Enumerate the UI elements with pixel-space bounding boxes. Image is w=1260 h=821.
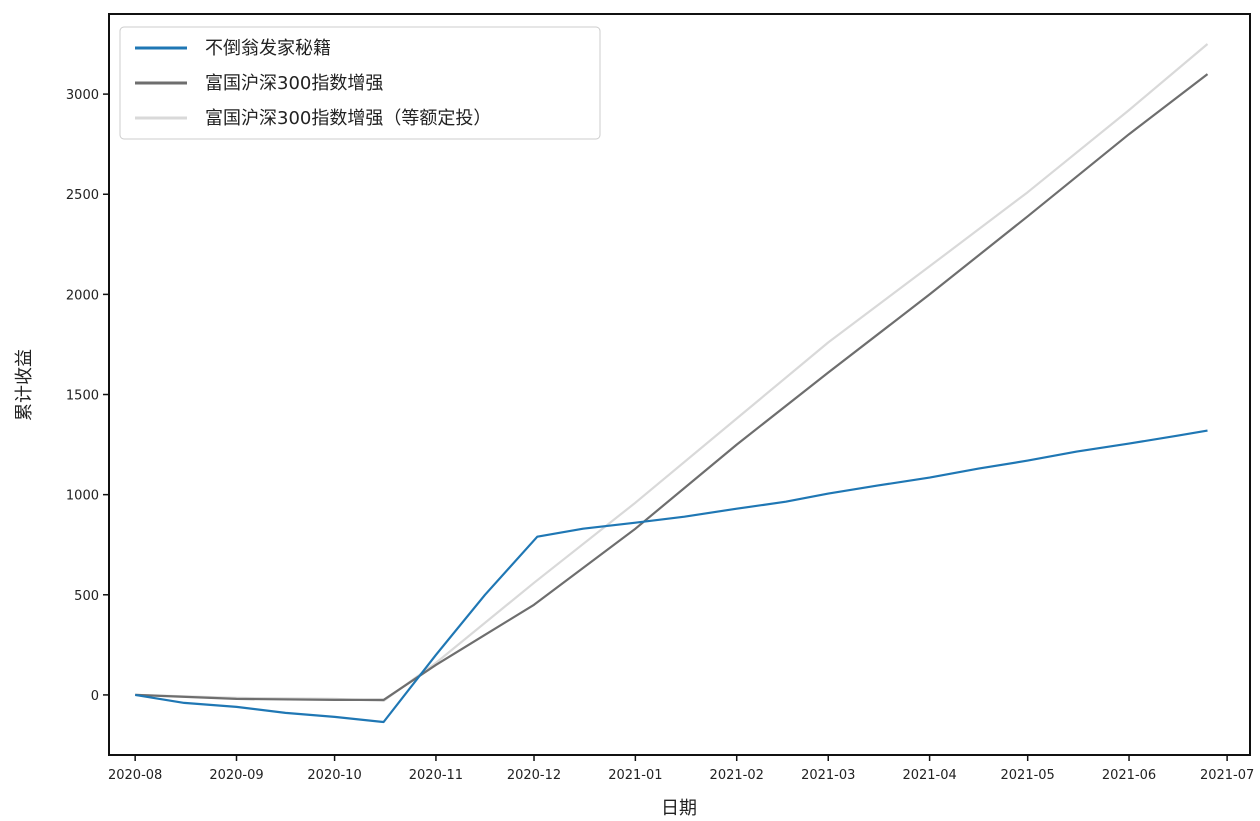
x-tick-label: 2021-07 — [1200, 768, 1254, 783]
x-tick-label: 2021-02 — [710, 768, 764, 783]
x-tick-label: 2021-04 — [902, 768, 956, 783]
x-tick-label: 2021-01 — [608, 768, 662, 783]
legend-label-series-2: 富国沪深300指数增强 — [205, 73, 383, 94]
x-tick-label: 2020-10 — [307, 768, 361, 783]
series-line-1 — [135, 429, 1208, 724]
y-tick-label: 500 — [74, 589, 99, 604]
y-axis-ticks: 0 500 1000 1500 2000 2500 3000 — [66, 88, 109, 704]
series-line-2 — [135, 73, 1209, 702]
series-line-3 — [135, 43, 1209, 703]
y-tick-label: 3000 — [66, 88, 99, 103]
y-tick-label: 2000 — [66, 288, 99, 303]
x-tick-label: 2021-05 — [1001, 768, 1055, 783]
y-axis-label: 累计收益 — [14, 349, 35, 421]
legend-label-series-3: 富国沪深300指数增强（等额定投） — [205, 108, 491, 129]
x-tick-label: 2020-09 — [209, 768, 263, 783]
legend: 不倒翁发家秘籍 富国沪深300指数增强 富国沪深300指数增强（等额定投） — [119, 26, 601, 140]
x-tick-label: 2020-11 — [409, 768, 463, 783]
plot-frame — [108, 13, 1251, 756]
y-tick-label: 0 — [91, 689, 99, 704]
x-tick-label: 2020-08 — [108, 768, 162, 783]
x-axis-label: 日期 — [661, 798, 697, 819]
legend-label-series-1: 不倒翁发家秘籍 — [205, 38, 331, 59]
x-tick-label: 2021-03 — [801, 768, 855, 783]
series-layer — [135, 43, 1209, 724]
y-tick-label: 1000 — [66, 489, 99, 504]
x-tick-label: 2020-12 — [507, 768, 561, 783]
y-tick-label: 2500 — [66, 188, 99, 203]
x-axis-ticks: 2020-08 2020-09 2020-10 2020-11 2020-12 2021-… — [108, 755, 1254, 783]
legend-box — [119, 26, 601, 140]
x-tick-label: 2021-06 — [1102, 768, 1156, 783]
y-tick-label: 1500 — [66, 389, 99, 404]
